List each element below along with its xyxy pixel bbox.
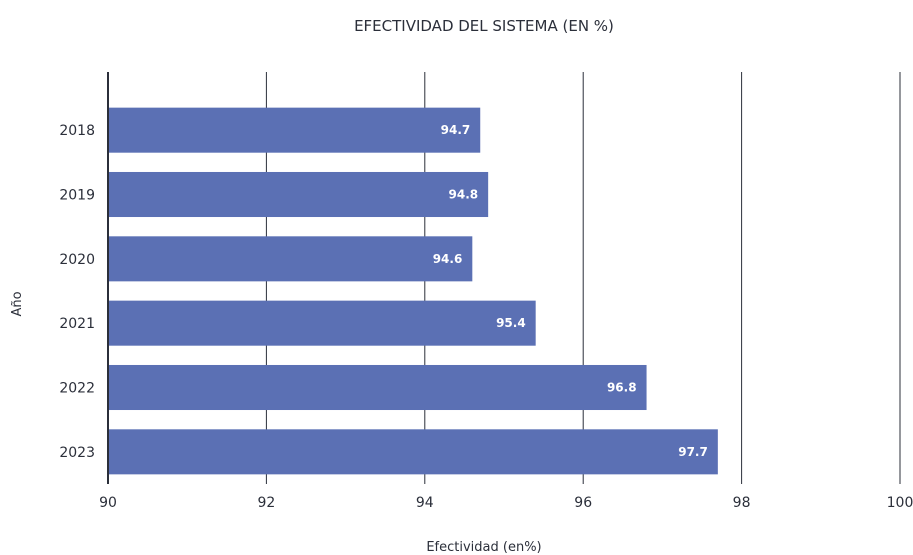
y-tick-labels: 2018 2019 2020 2021 2022 2023 — [59, 123, 95, 461]
data-label-2021: 95.4 — [496, 316, 526, 330]
bar-2019 — [108, 171, 489, 218]
x-tick-labels: 90 92 94 96 98 100 — [99, 495, 913, 511]
bars: 94.7 94.8 94.6 95.4 96.8 97.7 — [108, 107, 718, 475]
y-tick-label-2020: 2020 — [59, 252, 95, 268]
bar-2020 — [108, 236, 473, 282]
bar-2023 — [108, 429, 718, 475]
data-label-2022: 96.8 — [607, 381, 637, 395]
x-tick-label-96: 96 — [574, 495, 592, 511]
y-axis-label: Año — [10, 291, 25, 316]
x-axis-label: Efectividad (en%) — [426, 540, 541, 555]
bar-2018 — [108, 107, 481, 153]
y-tick-label-2021: 2021 — [59, 316, 95, 332]
y-tick-label-2019: 2019 — [59, 188, 95, 204]
data-label-2018: 94.7 — [441, 123, 471, 137]
bar-2021 — [108, 300, 536, 346]
data-label-2019: 94.8 — [449, 188, 479, 202]
chart-title: EFECTIVIDAD DEL SISTEMA (EN %) — [354, 17, 614, 35]
bar-2022 — [108, 364, 647, 411]
x-tick-label-94: 94 — [416, 495, 434, 511]
x-tick-label-98: 98 — [733, 495, 751, 511]
data-label-2023: 97.7 — [678, 445, 708, 459]
x-tick-label-92: 92 — [257, 495, 275, 511]
x-tick-label-100: 100 — [887, 495, 913, 511]
y-tick-label-2018: 2018 — [59, 123, 95, 139]
y-tick-label-2023: 2023 — [59, 445, 95, 461]
x-tick-label-90: 90 — [99, 495, 117, 511]
data-label-2020: 94.6 — [433, 252, 463, 266]
y-tick-label-2022: 2022 — [59, 381, 95, 397]
